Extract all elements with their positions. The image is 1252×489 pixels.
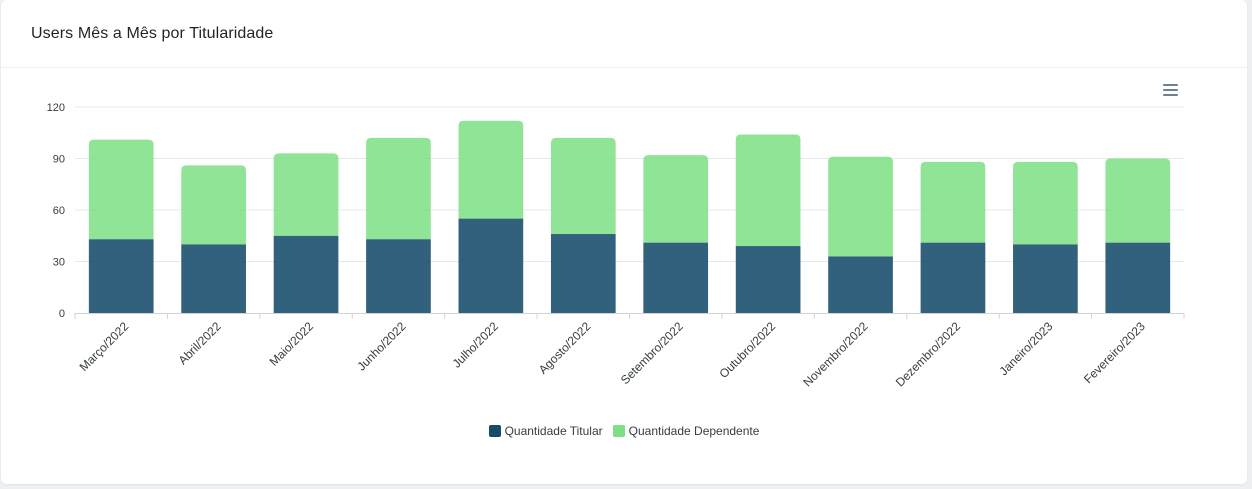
legend-item-titular[interactable]: Quantidade Titular bbox=[488, 424, 603, 438]
legend-swatch-dependente bbox=[612, 425, 625, 437]
bar-titular[interactable] bbox=[828, 256, 893, 313]
bar-dependente[interactable] bbox=[643, 155, 709, 243]
legend-item-dependente[interactable]: Quantidade Dependente bbox=[612, 424, 760, 438]
x-tick-label: Abril/2022 bbox=[176, 319, 224, 367]
bar-dependente[interactable] bbox=[1013, 161, 1078, 245]
x-tick-label: Fevereiro/2023 bbox=[1081, 319, 1148, 386]
bar-dependente[interactable] bbox=[920, 161, 986, 243]
menu-line bbox=[1163, 89, 1178, 91]
x-tick-label: Outubro/2022 bbox=[716, 319, 778, 381]
x-tick-label: Julho/2022 bbox=[450, 319, 502, 371]
legend-label-dependente: Quantidade Dependente bbox=[628, 424, 760, 438]
bar-dependente[interactable] bbox=[181, 165, 246, 245]
menu-line bbox=[1163, 94, 1178, 96]
y-tick-label: 60 bbox=[53, 205, 65, 217]
legend-label-titular: Quantidade Titular bbox=[504, 424, 603, 438]
hamburger-menu-icon[interactable] bbox=[1163, 82, 1185, 98]
x-tick-label: Março/2022 bbox=[77, 319, 132, 374]
x-tick-label: Dezembro/2022 bbox=[893, 319, 964, 390]
bar-dependente[interactable] bbox=[273, 153, 339, 236]
bars-layer bbox=[88, 120, 1171, 313]
x-tick-label: Agosto/2022 bbox=[536, 319, 594, 377]
y-tick-label: 120 bbox=[47, 102, 65, 114]
x-tick-label: Novembro/2022 bbox=[800, 319, 871, 390]
bar-titular[interactable] bbox=[550, 234, 616, 313]
bar-titular[interactable] bbox=[273, 235, 339, 313]
bar-titular[interactable] bbox=[1105, 242, 1171, 313]
chart-area: 0 30 60 90 120 Março/2022 Abril/2022 Maio/2022… bbox=[1, 69, 1247, 484]
bar-dependente[interactable] bbox=[550, 137, 616, 235]
x-axis-ticks: Março/2022 Abril/2022 Maio/2022 Junho/2022 J… bbox=[77, 319, 1149, 390]
legend-swatch-titular bbox=[488, 425, 501, 437]
bar-titular[interactable] bbox=[181, 244, 246, 313]
y-axis-ticks: 0 30 60 90 120 bbox=[47, 102, 65, 320]
bar-titular[interactable] bbox=[1013, 244, 1078, 313]
x-tick-label: Janeiro/2023 bbox=[997, 319, 1056, 378]
bar-titular[interactable] bbox=[88, 239, 154, 313]
stacked-bar-chart: 0 30 60 90 120 Março/2022 Abril/2022 Maio/2022… bbox=[47, 102, 1185, 390]
bar-dependente[interactable] bbox=[1105, 158, 1171, 243]
bar-dependente[interactable] bbox=[458, 120, 524, 219]
bar-titular[interactable] bbox=[643, 242, 709, 313]
bar-titular[interactable] bbox=[920, 242, 986, 313]
y-tick-label: 0 bbox=[59, 308, 65, 320]
x-tick-label: Maio/2022 bbox=[267, 319, 317, 369]
bar-titular[interactable] bbox=[458, 218, 524, 313]
y-tick-label: 90 bbox=[53, 154, 65, 166]
x-axis bbox=[74, 313, 1185, 319]
card-title: Users Mês a Mês por Titularidade bbox=[31, 24, 274, 42]
menu-line bbox=[1163, 84, 1178, 86]
card-header: Users Mês a Mês por Titularidade bbox=[1, 0, 1247, 68]
y-tick-label: 30 bbox=[53, 257, 65, 269]
bar-titular[interactable] bbox=[366, 239, 431, 313]
bar-dependente[interactable] bbox=[735, 134, 801, 247]
bar-dependente[interactable] bbox=[88, 139, 154, 240]
chart-legend: Quantidade Titular Quantidade Dependente bbox=[1, 424, 1247, 438]
grid-layer bbox=[75, 106, 1184, 262]
bar-dependente[interactable] bbox=[828, 156, 893, 257]
x-tick-label: Setembro/2022 bbox=[618, 319, 686, 387]
bar-titular[interactable] bbox=[735, 246, 801, 313]
bar-dependente[interactable] bbox=[366, 137, 431, 240]
x-tick-label: Junho/2022 bbox=[354, 319, 408, 373]
